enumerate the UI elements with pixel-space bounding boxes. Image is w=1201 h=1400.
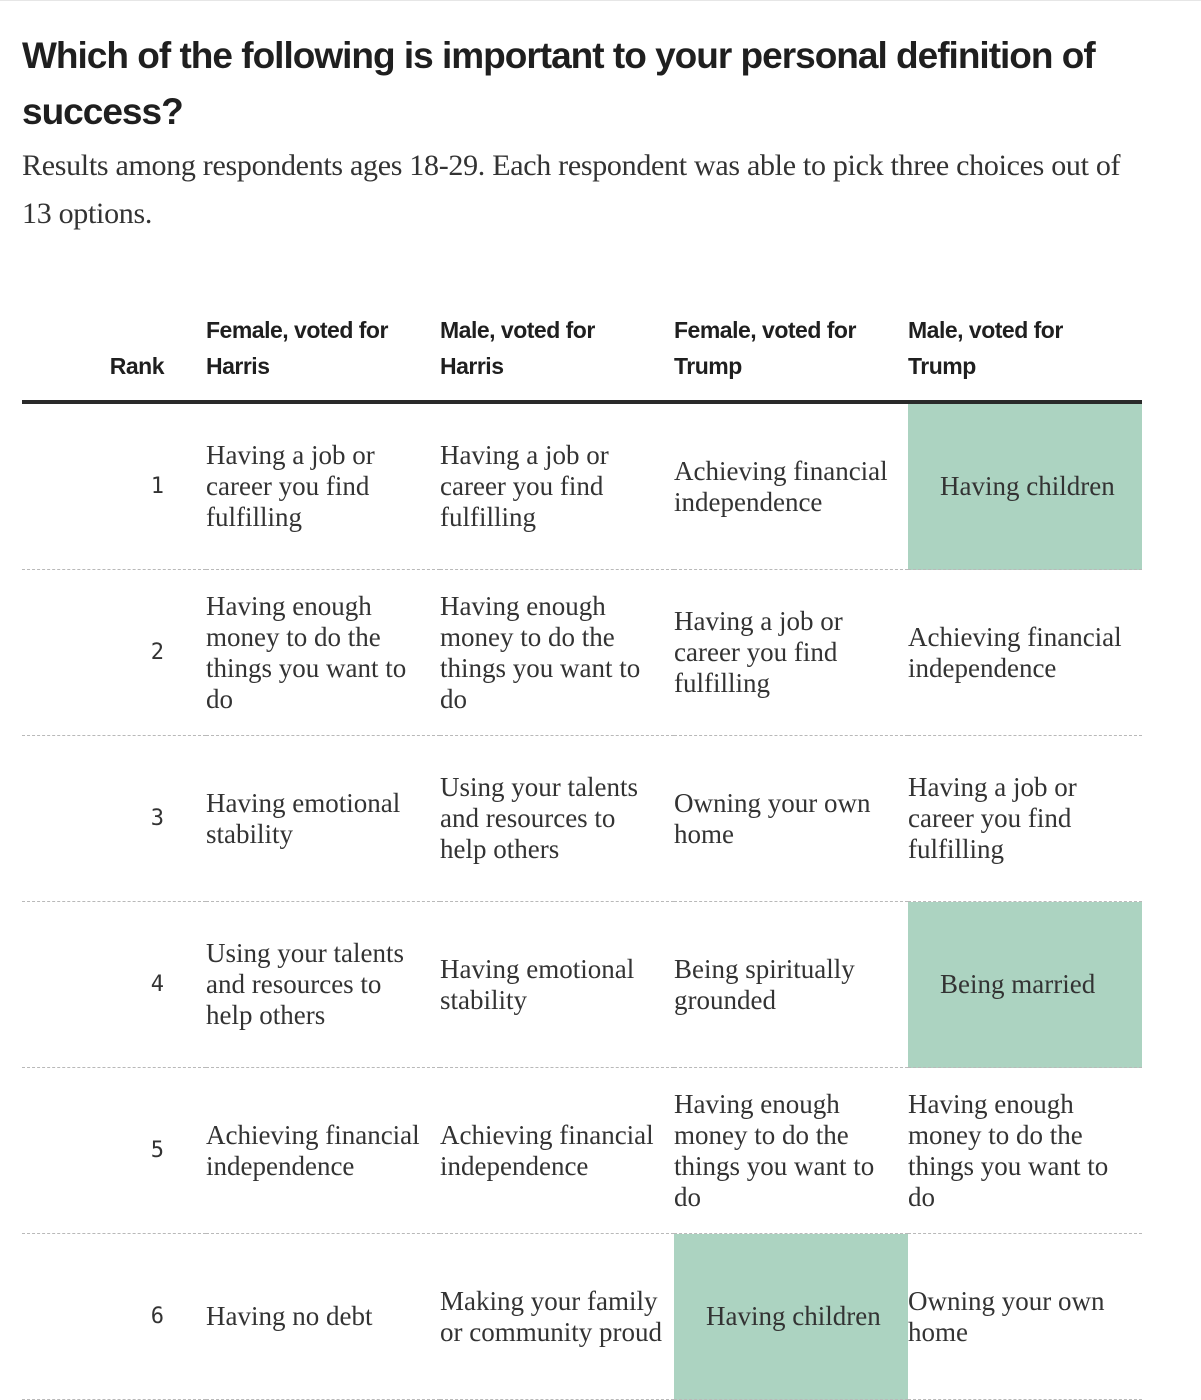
column-header-female-trump: Female, voted for Trump: [674, 300, 908, 404]
cell-text: Having enough money to do the things you…: [908, 1088, 1109, 1212]
cell-female-harris: Having no debt: [206, 1233, 440, 1400]
column-header-male-harris: Male, voted for Harris: [440, 300, 674, 404]
rank-number: 6: [22, 1233, 206, 1400]
cell-text: Having enough money to do the things you…: [206, 590, 407, 714]
cell-male-trump: Being married: [908, 901, 1142, 1068]
cell-text: Achieving financial independence: [206, 1119, 420, 1181]
cell-female-trump: Having a job or career you find fulfilli…: [674, 569, 908, 736]
cell-male-trump: Having children: [908, 402, 1142, 570]
chart-subtitle: Results among respondents ages 18-29. Ea…: [22, 149, 1121, 230]
column-header-female-harris: Female, voted for Harris: [206, 300, 440, 404]
cell-text: Having no debt: [206, 1301, 373, 1331]
cell-female-harris: Having a job or career you find fulfilli…: [206, 402, 440, 570]
table-row: 6 Having no debt Making your family or com…: [22, 1233, 1142, 1400]
cell-text: Using your talents and resources to help…: [206, 938, 404, 1030]
cell-female-trump: Being spiritually grounded: [674, 901, 908, 1068]
table-row: 5 Achieving financial independence Achievi…: [22, 1067, 1142, 1234]
cell-male-trump: Having enough money to do the things you…: [908, 1067, 1142, 1234]
cell-female-trump: Owning your own home: [674, 735, 908, 902]
cell-text: Owning your own home: [908, 1285, 1105, 1347]
rank-number: 1: [22, 402, 206, 570]
cell-text: Achieving financial independence: [440, 1119, 654, 1181]
table-row: 4 Using your talents and resources to hel…: [22, 901, 1142, 1068]
cell-text: Making your family or community proud: [440, 1285, 662, 1347]
cell-male-trump: Achieving financial independence: [908, 569, 1142, 736]
cell-text: Having a job or career you find fulfilli…: [440, 440, 609, 532]
table-header-row: Rank Female, voted for Harris Male, vote…: [22, 300, 1142, 404]
table-row: 3 Having emotional stability Using your ta…: [22, 735, 1142, 902]
top-divider: [0, 0, 1201, 1]
cell-text: Being married: [940, 969, 1096, 999]
cell-male-trump: Owning your own home: [908, 1233, 1142, 1400]
cell-text: Having a job or career you find fulfilli…: [674, 606, 843, 698]
rank-number: 5: [22, 1067, 206, 1234]
rank-number: 3: [22, 735, 206, 902]
cell-text: Having enough money to do the things you…: [674, 1088, 875, 1212]
cell-text: Having a job or career you find fulfilli…: [908, 772, 1077, 864]
cell-male-harris: Using your talents and resources to help…: [440, 735, 674, 902]
rank-number: 2: [22, 569, 206, 736]
cell-male-harris: Having a job or career you find fulfilli…: [440, 402, 674, 570]
cell-text: Having a job or career you find fulfilli…: [206, 440, 375, 532]
cell-text: Achieving financial independence: [674, 455, 888, 517]
cell-male-harris: Having emotional stability: [440, 901, 674, 1068]
table-row: 2 Having enough money to do the things yo…: [22, 569, 1142, 736]
cell-text: Using your talents and resources to help…: [440, 772, 638, 864]
cell-text: Having emotional stability: [206, 787, 401, 849]
cell-female-harris: Having enough money to do the things you…: [206, 569, 440, 736]
cell-text: Having emotional stability: [440, 953, 635, 1015]
ranking-table: Rank Female, voted for Harris Male, vote…: [22, 300, 1142, 1400]
column-header-male-trump: Male, voted for Trump: [908, 300, 1142, 404]
cell-female-harris: Having emotional stability: [206, 735, 440, 902]
cell-female-trump: Having children: [674, 1233, 908, 1400]
cell-female-harris: Achieving financial independence: [206, 1067, 440, 1234]
chart-title: Which of the following is important to y…: [22, 35, 1096, 132]
cell-text: Having children: [940, 471, 1115, 501]
cell-female-trump: Having enough money to do the things you…: [674, 1067, 908, 1234]
cell-male-harris: Making your family or community proud: [440, 1233, 674, 1400]
cell-text: Owning your own home: [674, 787, 871, 849]
rank-number: 4: [22, 901, 206, 1068]
cell-male-harris: Achieving financial independence: [440, 1067, 674, 1234]
cell-text: Having enough money to do the things you…: [440, 590, 641, 714]
cell-male-harris: Having enough money to do the things you…: [440, 569, 674, 736]
rank-column-header: Rank: [22, 300, 206, 404]
cell-text: Being spiritually grounded: [674, 953, 855, 1015]
cell-female-harris: Using your talents and resources to help…: [206, 901, 440, 1068]
cell-text: Achieving financial independence: [908, 621, 1122, 683]
cell-female-trump: Achieving financial independence: [674, 402, 908, 570]
cell-text: Having children: [706, 1301, 881, 1331]
table-row: 1 Having a job or career you find fulfill…: [22, 402, 1142, 570]
cell-male-trump: Having a job or career you find fulfilli…: [908, 735, 1142, 902]
